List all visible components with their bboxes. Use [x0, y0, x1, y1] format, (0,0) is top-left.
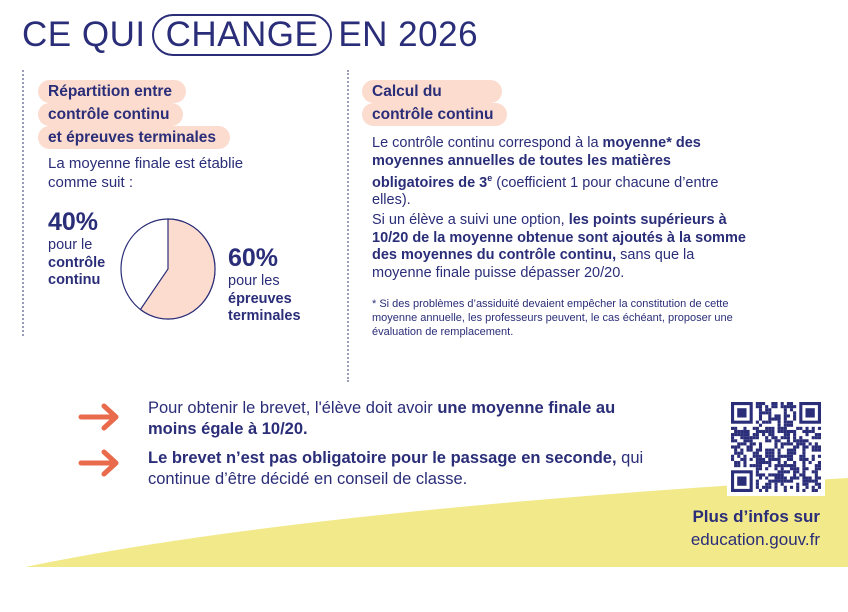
superscript: e: [487, 173, 493, 183]
left-heading: Répartition entre contrôle continu et ép…: [38, 80, 231, 149]
text-bold: moyenne* des moyennes annuelles de toute…: [372, 135, 701, 191]
cc-percent: 40%: [48, 208, 99, 236]
title-part1: CE QUI: [22, 15, 146, 54]
text: qui continue d’être décidé en conseil de…: [148, 449, 644, 488]
text-bold: une moyenne finale au moins égale à 10/2…: [148, 399, 616, 438]
right-heading: Calcul du contrôle continu: [362, 80, 508, 126]
pie-chart: [120, 218, 216, 320]
text-bold: Le brevet n’est pas obligatoire pour le …: [148, 449, 617, 467]
title-part2: EN 2026: [338, 15, 479, 54]
text: Le contrôle continu correspond à la: [372, 135, 603, 151]
pie-slice-et: [139, 218, 216, 320]
et-bold: épreuves terminales: [228, 290, 301, 325]
text: sans que la moyenne finale puisse dépass…: [372, 247, 695, 281]
cc-line1: pour le: [48, 237, 93, 253]
heading-line: contrôle continu: [362, 103, 508, 126]
more-info-link[interactable]: education.gouv.fr: [690, 530, 820, 549]
cc-label: 40% pour le contrôle continu: [48, 208, 128, 290]
text: Si un élève a suivi une option,: [372, 212, 569, 228]
text: Pour obtenir le brevet, l'élève doit avo…: [148, 399, 438, 417]
title-highlight: CHANGE: [151, 14, 333, 56]
divider-left: [22, 70, 24, 336]
paragraph-1: Le contrôle continu correspond à la moye…: [372, 135, 732, 210]
bullet-2: Le brevet n’est pas obligatoire pour le …: [148, 448, 648, 490]
heading-line: et épreuves terminales: [38, 126, 231, 149]
et-label: 60% pour les épreuves terminales: [228, 244, 318, 326]
et-line1: pour les: [228, 273, 280, 289]
et-percent: 60%: [228, 244, 279, 272]
qr-code-image: [731, 402, 821, 492]
qr-code[interactable]: [727, 398, 825, 496]
divider-middle: [347, 70, 349, 382]
heading-line: contrôle continu: [38, 103, 184, 126]
heading-line: Calcul du: [362, 80, 502, 103]
more-info: Plus d’infos sur education.gouv.fr: [691, 505, 820, 551]
paragraph-2: Si un élève a suivi une option, les poin…: [372, 212, 747, 282]
text: (coefficient 1 pour chacune d’entre elle…: [372, 174, 719, 209]
text-bold: les points supérieurs à 10/20 de la moye…: [372, 212, 746, 263]
bullet-1: Pour obtenir le brevet, l'élève doit avo…: [148, 398, 618, 440]
footnote: * Si des problèmes d’assiduité devaient …: [372, 298, 733, 338]
heading-line: Répartition entre: [38, 80, 187, 103]
page-title: CE QUI CHANGE EN 2026: [22, 14, 478, 56]
cc-bold: contrôle continu: [48, 254, 106, 289]
more-info-line1: Plus d’infos sur: [692, 507, 820, 526]
arrow-right-icon: [78, 403, 119, 431]
arrow-right-icon: [78, 449, 119, 477]
intro-text: La moyenne finale est établie comme suit…: [48, 155, 244, 191]
